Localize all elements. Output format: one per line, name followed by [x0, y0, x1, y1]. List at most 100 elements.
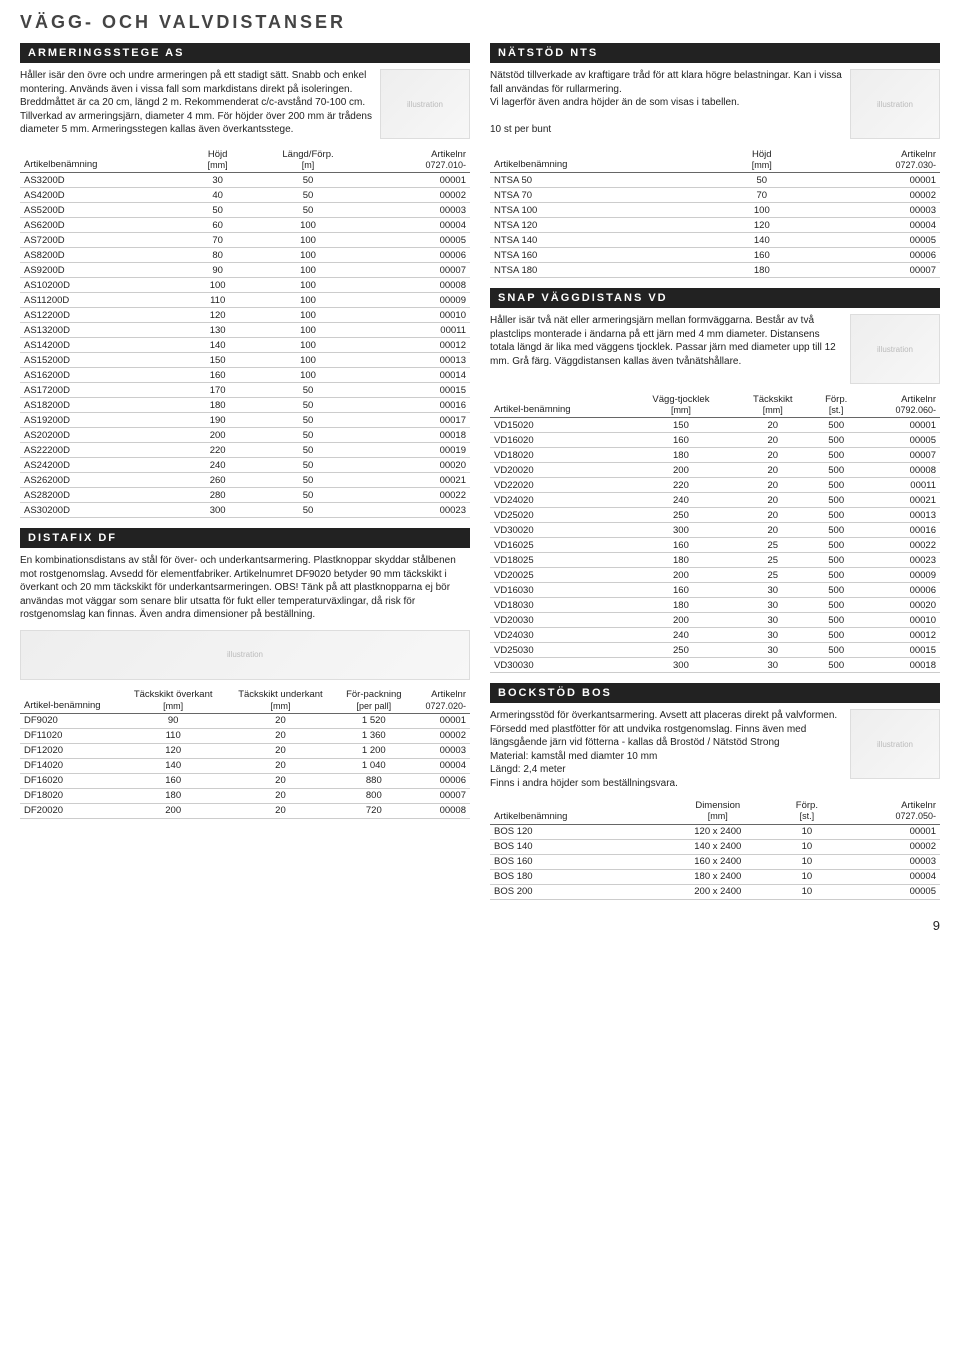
- vd-desc: Håller isär två nät eller armeringsjärn …: [490, 314, 842, 384]
- table-cell: 120 x 2400: [660, 824, 775, 839]
- table-row: DF902090201 52000001: [20, 713, 470, 728]
- table-cell: AS30200D: [20, 503, 189, 518]
- table-row: AS10200D10010000008: [20, 278, 470, 293]
- table-cell: 140 x 2400: [660, 839, 775, 854]
- table-cell: 50: [247, 443, 370, 458]
- table-cell: 1 360: [336, 728, 412, 743]
- table-cell: BOS 180: [490, 869, 660, 884]
- table-row: BOS 140140 x 24001000002: [490, 839, 940, 854]
- table-cell: 00001: [412, 713, 470, 728]
- table-row: NTSA 16016000006: [490, 248, 940, 263]
- as-table: Artikelbenämning Höjd[mm] Längd/Förp.[m]…: [20, 147, 470, 518]
- table-row: AS4200D405000002: [20, 188, 470, 203]
- vd-th-thick: Vägg-tjocklek[mm]: [628, 392, 734, 418]
- table-row: AS6200D6010000004: [20, 218, 470, 233]
- table-cell: 140: [121, 758, 225, 773]
- table-row: AS17200D1705000015: [20, 383, 470, 398]
- table-cell: DF14020: [20, 758, 121, 773]
- table-row: VD250202502050000013: [490, 508, 940, 523]
- table-cell: 240: [628, 493, 734, 508]
- table-cell: VD16020: [490, 433, 628, 448]
- table-cell: 50: [247, 383, 370, 398]
- table-cell: 140: [722, 233, 802, 248]
- table-row: VD240202402050000021: [490, 493, 940, 508]
- table-row: VD160201602050000005: [490, 433, 940, 448]
- left-column: ARMERINGSSTEGE AS Håller isär den övre o…: [20, 43, 470, 910]
- table-row: VD300303003050000018: [490, 658, 940, 673]
- page-number: 9: [20, 918, 940, 933]
- table-cell: 280: [189, 488, 247, 503]
- table-cell: 30: [189, 173, 247, 188]
- table-cell: 220: [189, 443, 247, 458]
- table-cell: VD18020: [490, 448, 628, 463]
- table-cell: 00005: [802, 233, 940, 248]
- table-cell: AS7200D: [20, 233, 189, 248]
- table-cell: 160: [189, 368, 247, 383]
- bos-th-art: Artikelnr0727.050-: [838, 798, 940, 824]
- table-row: NTSA 10010000003: [490, 203, 940, 218]
- table-cell: 25: [734, 538, 812, 553]
- table-cell: 100: [247, 323, 370, 338]
- table-cell: 180: [628, 448, 734, 463]
- table-cell: VD20030: [490, 613, 628, 628]
- table-cell: 25: [734, 568, 812, 583]
- table-cell: 20: [734, 418, 812, 433]
- table-row: DF12020120201 20000003: [20, 743, 470, 758]
- table-cell: BOS 200: [490, 884, 660, 899]
- bos-th-dim: Dimension[mm]: [660, 798, 775, 824]
- table-cell: 500: [812, 478, 861, 493]
- table-row: VD150201502050000001: [490, 418, 940, 433]
- table-cell: 00004: [838, 869, 940, 884]
- table-cell: 500: [812, 508, 861, 523]
- table-row: AS3200D305000001: [20, 173, 470, 188]
- table-cell: 200: [121, 803, 225, 818]
- table-cell: VD22020: [490, 478, 628, 493]
- table-cell: AS10200D: [20, 278, 189, 293]
- table-cell: 20: [225, 713, 336, 728]
- nts-th-height: Höjd[mm]: [722, 147, 802, 173]
- bos-th-name: Artikelbenämning: [490, 798, 660, 824]
- table-cell: 70: [722, 188, 802, 203]
- table-cell: 10: [775, 869, 838, 884]
- table-cell: VD24030: [490, 628, 628, 643]
- table-cell: AS26200D: [20, 473, 189, 488]
- table-cell: 00017: [369, 413, 470, 428]
- table-cell: 20: [734, 448, 812, 463]
- df-table: Artikel-benämning Täckskikt överkant[mm]…: [20, 688, 470, 819]
- bos-desc-wrap: Armeringsstöd för överkantsarmering. Avs…: [490, 709, 940, 790]
- table-cell: BOS 140: [490, 839, 660, 854]
- table-cell: 00010: [369, 308, 470, 323]
- table-cell: NTSA 50: [490, 173, 722, 188]
- nts-table: Artikelbenämning Höjd[mm] Artikelnr0727.…: [490, 147, 940, 278]
- section-head-bos: BOCKSTÖD BOS: [490, 683, 940, 703]
- table-cell: 200 x 2400: [660, 884, 775, 899]
- table-cell: 100: [247, 233, 370, 248]
- table-cell: AS3200D: [20, 173, 189, 188]
- table-cell: VD18030: [490, 598, 628, 613]
- table-cell: 50: [247, 428, 370, 443]
- table-cell: 80: [189, 248, 247, 263]
- vd-th-art: Artikelnr0792.060-: [861, 392, 940, 418]
- table-cell: 20: [225, 788, 336, 803]
- table-cell: AS9200D: [20, 263, 189, 278]
- table-cell: 140: [189, 338, 247, 353]
- table-cell: 300: [189, 503, 247, 518]
- table-row: VD160301603050000006: [490, 583, 940, 598]
- table-cell: 100: [189, 278, 247, 293]
- table-cell: 50: [247, 503, 370, 518]
- table-cell: AS13200D: [20, 323, 189, 338]
- table-cell: 00009: [369, 293, 470, 308]
- table-cell: 00006: [861, 583, 940, 598]
- table-row: AS12200D12010000010: [20, 308, 470, 323]
- table-cell: 500: [812, 418, 861, 433]
- table-cell: 200: [189, 428, 247, 443]
- table-cell: 90: [121, 713, 225, 728]
- table-cell: 200: [628, 463, 734, 478]
- table-cell: VD20025: [490, 568, 628, 583]
- table-cell: DF16020: [20, 773, 121, 788]
- table-cell: 110: [189, 293, 247, 308]
- table-cell: 120: [189, 308, 247, 323]
- table-cell: 30: [734, 583, 812, 598]
- table-cell: 150: [628, 418, 734, 433]
- table-cell: 160 x 2400: [660, 854, 775, 869]
